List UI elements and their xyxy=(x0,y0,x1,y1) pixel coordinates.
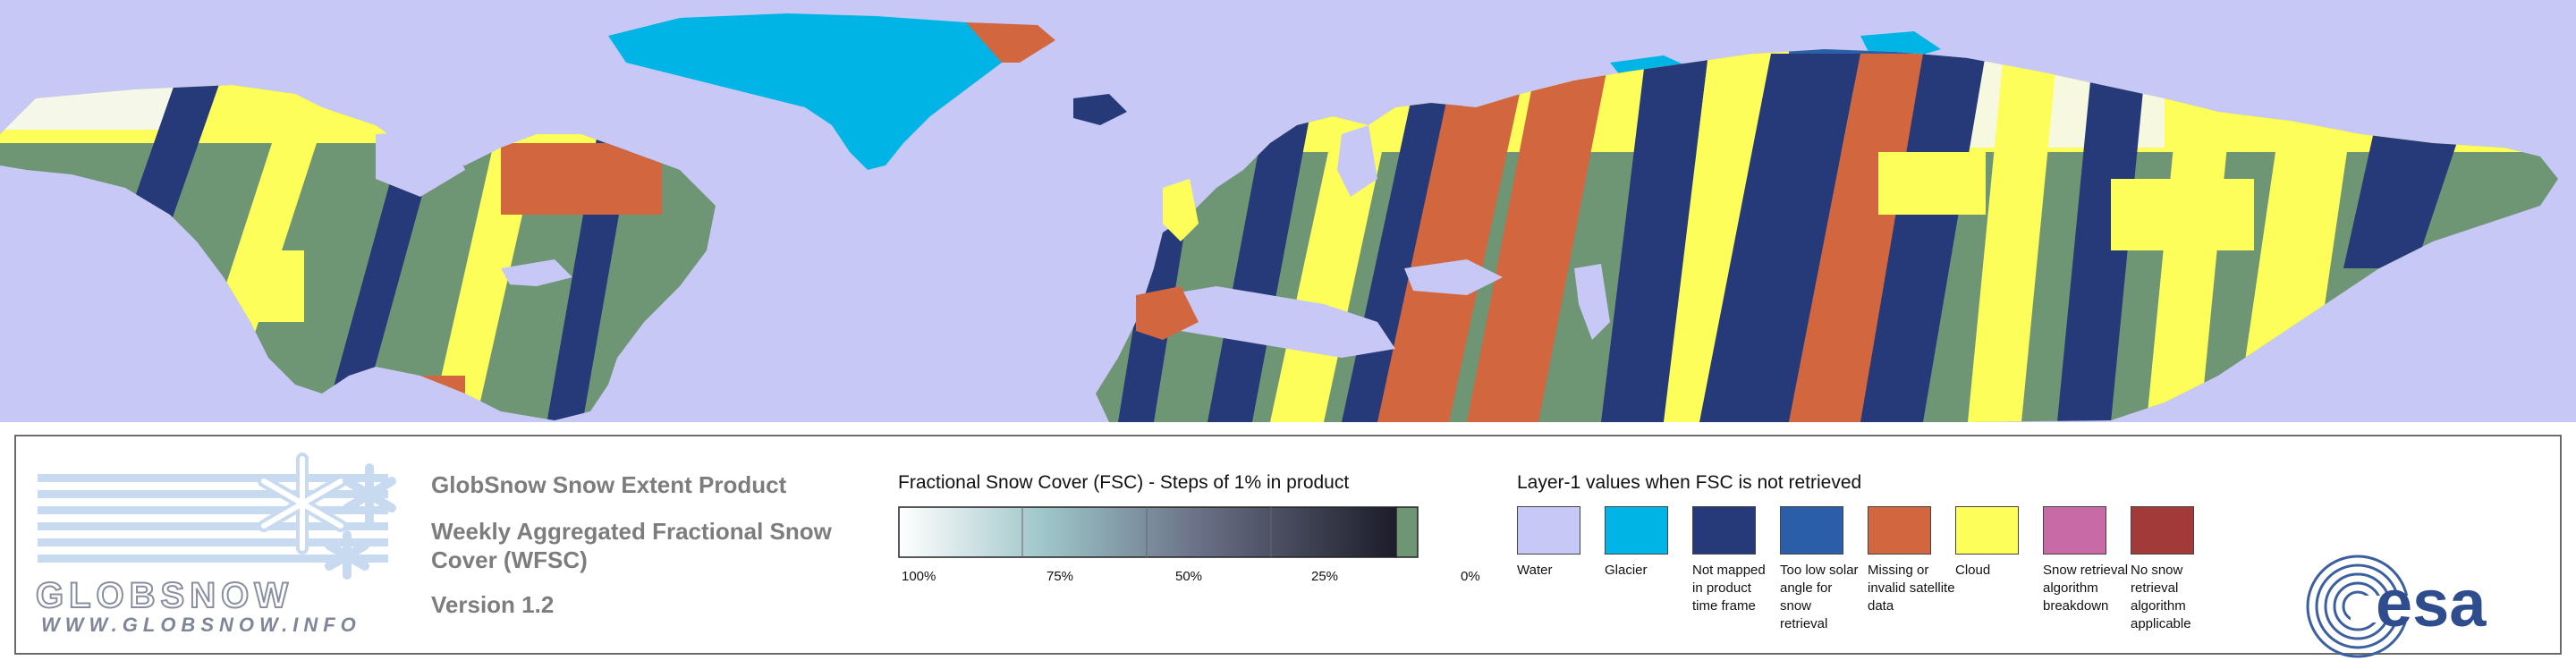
hudson-bay xyxy=(376,130,465,197)
north-america xyxy=(0,85,716,420)
great-lakes xyxy=(501,259,572,286)
product-subtitle-line2: Cover (WFSC) xyxy=(431,546,588,573)
label-no-retrieval: No snow retrieval algorithm applicable xyxy=(2131,563,2191,631)
swatch-not-mapped xyxy=(1692,506,1756,555)
snowflake-icon xyxy=(258,453,396,580)
label-missing: Missing or invalid satellite data xyxy=(1868,563,1955,614)
esa-wordmark: esa xyxy=(2376,566,2487,640)
swatch-water xyxy=(1517,506,1580,555)
greenland-glacier xyxy=(608,13,1020,170)
layer1-legend-title: Layer-1 values when FSC is not retrieved xyxy=(1517,472,1862,493)
british-isles xyxy=(1163,179,1199,241)
fsc-tick-25: 25% xyxy=(1311,569,1339,584)
iberia xyxy=(1136,286,1199,340)
fsc-tick-0: 0% xyxy=(1461,569,1480,584)
swatch-cloud xyxy=(1955,506,2019,555)
snow-cover-map xyxy=(0,0,2576,422)
logo-url: WWW.GLOBSNOW.INFO xyxy=(41,614,361,636)
eurasia xyxy=(1096,49,2558,422)
product-title: GlobSnow Snow Extent Product xyxy=(431,471,787,498)
label-cloud: Cloud xyxy=(1955,563,1991,578)
baltic-sea xyxy=(1337,125,1377,197)
product-version: Version 1.2 xyxy=(431,591,555,618)
label-glacier: Glacier xyxy=(1605,563,1648,578)
iceland xyxy=(1073,94,1127,125)
label-not-mapped: Not mapped in product time frame xyxy=(1692,563,1766,614)
map-canvas xyxy=(0,13,2558,422)
swatch-missing xyxy=(1868,506,1931,555)
swatch-snow-breakdown xyxy=(2043,506,2106,555)
greenland-coast xyxy=(966,22,1055,63)
swatch-no-retrieval xyxy=(2131,506,2194,555)
product-subtitle-line1: Weekly Aggregated Fractional Snow xyxy=(431,518,832,545)
logo-wordmark: GLOBSNOW xyxy=(35,575,293,616)
fsc-legend-title: Fractional Snow Cover (FSC) - Steps of 1… xyxy=(898,472,1350,493)
fsc-tick-100: 100% xyxy=(902,569,936,584)
mediterranean-sea xyxy=(1163,286,1395,358)
black-sea xyxy=(1404,259,1503,295)
esa-logo: esa xyxy=(2306,555,2487,658)
label-water: Water xyxy=(1517,563,1553,578)
fsc-tick-75: 75% xyxy=(1046,569,1074,584)
label-snow-breakdown: Snow retrieval algorithm breakdown xyxy=(2043,563,2129,614)
swatch-glacier xyxy=(1605,506,1668,555)
fsc-gradient-bar xyxy=(898,506,1419,558)
caspian-sea xyxy=(1574,264,1610,340)
legend-panel: GLOBSNOW WWW.GLOBSNOW.INFO GlobSnow Snow… xyxy=(14,435,2562,658)
label-low-solar: Too low solar angle for snow retrieval xyxy=(1780,563,1859,631)
swatch-low-solar xyxy=(1780,506,1843,555)
fsc-tick-50: 50% xyxy=(1175,569,1203,584)
logo-stripes xyxy=(38,474,388,571)
